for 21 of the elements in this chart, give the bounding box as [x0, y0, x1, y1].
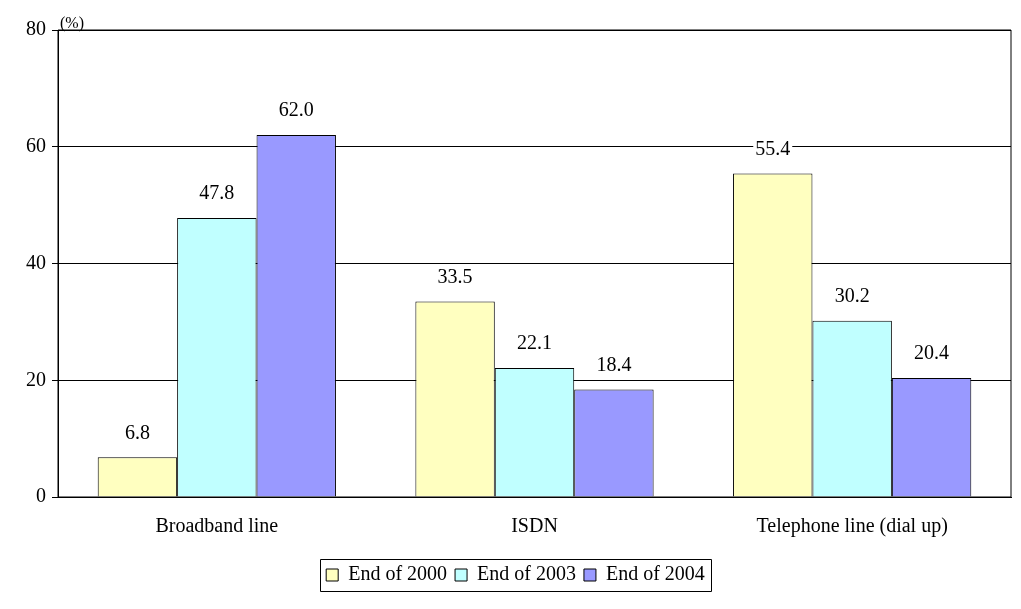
legend-label: End of 2003 — [477, 562, 576, 585]
data-label: 62.0 — [278, 98, 314, 121]
x-tick-label: ISDN — [511, 514, 558, 537]
data-label: 33.5 — [437, 264, 473, 287]
y-tick-label: 0 — [36, 484, 46, 507]
data-label: 20.4 — [914, 341, 950, 364]
data-label: 18.4 — [596, 352, 632, 375]
legend-label: End of 2004 — [605, 562, 705, 585]
x-tick-label: Telephone line (dial up) — [756, 514, 948, 538]
data-label: 22.1 — [517, 331, 552, 354]
data-label: 55.4 — [755, 136, 791, 159]
data-label: 30.2 — [834, 283, 870, 306]
data-label: 47.8 — [199, 181, 235, 204]
x-tick-label: Broadband line — [155, 514, 279, 537]
y-tick-label: 60 — [26, 134, 46, 156]
y-axis-title: (%) — [60, 14, 84, 33]
y-tick-label: 80 — [26, 17, 46, 40]
y-tick-label: 20 — [26, 367, 46, 390]
data-label: 6.8 — [124, 420, 150, 443]
y-tick-label: 40 — [26, 250, 46, 273]
legend-label: End of 2000 — [348, 562, 448, 585]
